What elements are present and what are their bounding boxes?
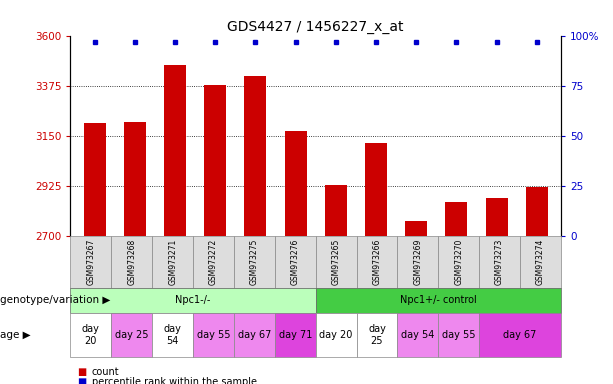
Text: GSM973268: GSM973268 [128, 239, 136, 285]
Text: day 55: day 55 [197, 330, 230, 340]
Text: day 67: day 67 [503, 330, 537, 340]
Bar [485, 199, 508, 236]
Bar [164, 65, 186, 236]
Text: GSM973273: GSM973273 [495, 239, 504, 285]
Bar [245, 76, 267, 236]
Bar [124, 122, 146, 236]
Text: GSM973274: GSM973274 [536, 239, 545, 285]
Text: day 71: day 71 [278, 330, 312, 340]
Text: day 67: day 67 [238, 330, 271, 340]
Bar [526, 187, 548, 236]
Bar [445, 202, 468, 236]
Text: GSM973272: GSM973272 [209, 239, 218, 285]
Text: ■: ■ [77, 367, 86, 377]
Text: GSM973267: GSM973267 [86, 239, 96, 285]
Text: percentile rank within the sample: percentile rank within the sample [92, 377, 257, 384]
Text: age ▶: age ▶ [0, 330, 31, 340]
Text: day 25: day 25 [115, 330, 148, 340]
Text: GSM973270: GSM973270 [454, 239, 463, 285]
Text: GSM973275: GSM973275 [250, 239, 259, 285]
Text: day 54: day 54 [401, 330, 435, 340]
Bar [83, 123, 105, 236]
Text: GSM973265: GSM973265 [332, 239, 341, 285]
Text: genotype/variation ▶: genotype/variation ▶ [0, 295, 110, 306]
Text: GSM973266: GSM973266 [373, 239, 381, 285]
Bar [284, 131, 306, 236]
Title: GDS4427 / 1456227_x_at: GDS4427 / 1456227_x_at [227, 20, 404, 34]
Text: day 55: day 55 [442, 330, 476, 340]
Text: Npc1+/- control: Npc1+/- control [400, 295, 477, 306]
Text: ■: ■ [77, 377, 86, 384]
Bar [365, 143, 387, 236]
Text: count: count [92, 367, 120, 377]
Text: GSM973276: GSM973276 [291, 239, 300, 285]
Text: day
20: day 20 [82, 324, 100, 346]
Bar [325, 185, 347, 236]
Text: GSM973269: GSM973269 [413, 239, 422, 285]
Text: day
25: day 25 [368, 324, 386, 346]
Text: day 20: day 20 [319, 330, 353, 340]
Text: Npc1-/-: Npc1-/- [175, 295, 211, 306]
Bar [204, 85, 226, 236]
Bar [405, 221, 427, 236]
Text: day
54: day 54 [164, 324, 181, 346]
Text: GSM973271: GSM973271 [168, 239, 177, 285]
